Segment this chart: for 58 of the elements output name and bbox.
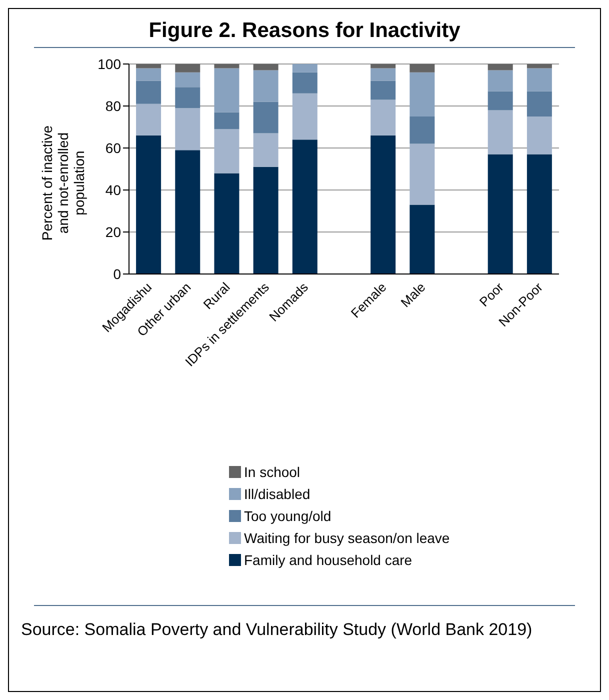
bar: [214, 129, 240, 174]
bar: [253, 102, 278, 134]
bar: [488, 110, 513, 154]
bar: [526, 68, 552, 92]
bar: [214, 68, 240, 112]
bar: [370, 64, 396, 68]
legend-label: Too young/old: [244, 508, 332, 524]
bar: [214, 64, 240, 68]
bar: [136, 104, 162, 136]
bar: [370, 100, 396, 136]
y-axis-title: Percent of inactive and not-enrolled population: [39, 124, 87, 243]
bar: [488, 154, 513, 274]
bar: [370, 135, 396, 274]
bar: [488, 91, 513, 110]
y-tick-label: 40: [105, 182, 122, 198]
bar: [292, 64, 318, 72]
y-tick-label: 0: [113, 266, 122, 282]
bar: [175, 108, 200, 150]
bar: [136, 80, 162, 104]
bar: [526, 116, 552, 154]
bar: [488, 64, 513, 70]
bar: [214, 173, 240, 274]
bar: [175, 87, 200, 108]
bar: [175, 150, 200, 274]
bar: [370, 80, 396, 100]
bar: [253, 70, 278, 102]
bar: [410, 72, 435, 116]
bar: [410, 116, 435, 144]
bar: [214, 112, 240, 130]
bar: [175, 72, 200, 88]
bar: [526, 91, 552, 116]
legend-label: In school: [244, 464, 300, 480]
bar: [136, 68, 162, 81]
bar: [410, 204, 435, 274]
y-tick-label: 80: [105, 98, 122, 114]
legend-label: Family and household care: [244, 552, 412, 568]
bar: [175, 64, 200, 72]
bar: [292, 140, 318, 274]
bar: [253, 64, 278, 70]
y-tick-label: 100: [98, 56, 122, 72]
bar: [370, 68, 396, 81]
legend-label: Ill/disabled: [244, 486, 310, 502]
chart-title: Figure 2. Reasons for Inactivity: [148, 19, 462, 43]
bar: [410, 64, 435, 72]
bar: [253, 133, 278, 167]
bar: [253, 166, 278, 274]
bar: [136, 64, 162, 68]
y-tick-label: 60: [105, 140, 122, 156]
bar: [136, 135, 162, 274]
bar: [526, 64, 552, 68]
bar: [488, 70, 513, 92]
bar: [410, 144, 435, 205]
bar: [526, 154, 552, 274]
bar: [292, 72, 318, 94]
y-tick-label: 20: [105, 224, 122, 240]
source-note: Source: Somalia Poverty and Vulnerability Study (World Bank 2019): [21, 619, 534, 641]
bar: [292, 93, 318, 140]
legend-label: Waiting for busy season/on leave: [244, 530, 450, 546]
